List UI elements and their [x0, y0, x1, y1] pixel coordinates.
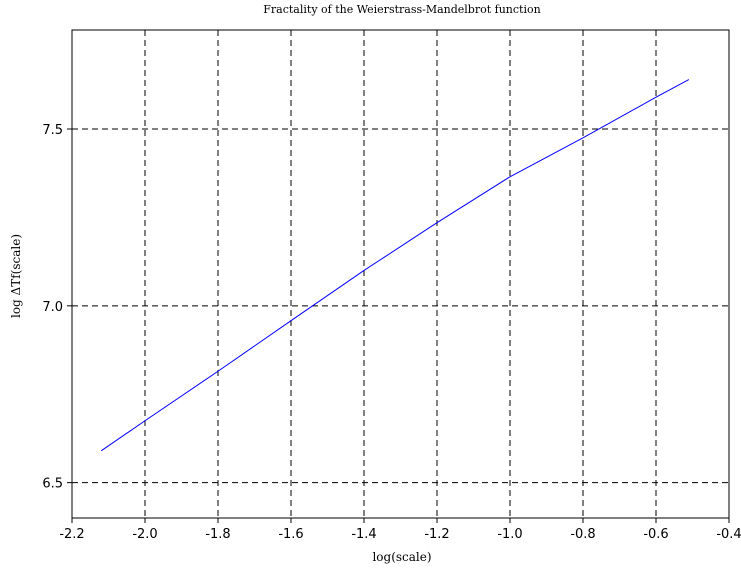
x-axis-label: log(scale) — [372, 550, 431, 564]
x-tick-label: -0.8 — [570, 527, 595, 542]
series-layer — [100, 79, 690, 452]
x-tick-label: -1.2 — [424, 527, 449, 542]
ticks: -2.2 -2.0 -1.8 -1.6 -1.4 -1.2 -1.0 -0.8 -0.6 -0.4… — [42, 123, 741, 542]
x-tick-label: -0.4 — [716, 527, 741, 542]
x-tick-label: -1.6 — [278, 527, 303, 542]
y-axis-label: log ΔTf(scale) — [9, 234, 23, 318]
y-tick-label: 6.5 — [42, 477, 63, 492]
y-tick-label: 7.0 — [42, 300, 63, 315]
x-tick-label: -1.8 — [205, 527, 230, 542]
x-tick-label: -2.2 — [59, 527, 84, 542]
x-tick-label: -2.0 — [132, 527, 157, 542]
x-tick-label: -1.0 — [497, 527, 522, 542]
grid — [72, 30, 729, 518]
y-tick-label: 7.5 — [42, 123, 63, 138]
plot-frame — [71, 29, 730, 519]
series-line — [100, 79, 690, 452]
chart-title: Fractality of the Weierstrass-Mandelbrot… — [263, 3, 540, 16]
x-tick-label: -1.4 — [351, 527, 376, 542]
x-tick-label: -0.6 — [643, 527, 668, 542]
